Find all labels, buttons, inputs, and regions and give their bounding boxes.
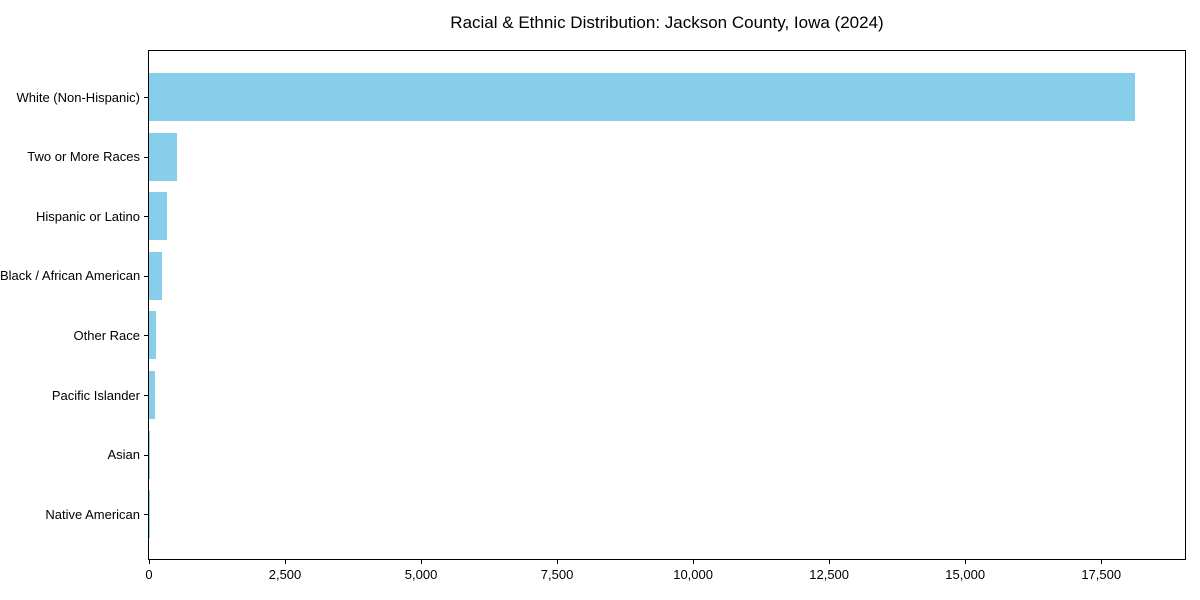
x-axis-tick — [149, 560, 150, 564]
bar — [149, 430, 151, 479]
x-axis-tick — [965, 560, 967, 564]
x-axis-tick — [557, 560, 559, 564]
x-tick-label: 5,000 — [404, 567, 438, 582]
y-tick-label: Two or More Races — [27, 149, 140, 165]
bar — [149, 73, 1136, 121]
bar — [149, 132, 178, 181]
x-tick-label: 17,500 — [1081, 567, 1122, 582]
x-axis-tick — [421, 560, 423, 564]
y-tick-label: Pacific Islander — [51, 387, 140, 403]
y-tick-label: Other Race — [73, 327, 140, 343]
y-tick-label: Native American — [45, 506, 140, 522]
bar — [149, 192, 168, 241]
x-tick-label: 7,500 — [540, 567, 574, 582]
x-tick-label: 0 — [145, 567, 153, 582]
y-tick-label: White (Non-Hispanic) — [16, 89, 140, 105]
chart-title: Racial & Ethnic Distribution: Jackson Co… — [450, 13, 884, 32]
y-axis-tick — [144, 156, 148, 158]
x-axis-tick — [829, 560, 831, 564]
plot-area — [148, 50, 1186, 560]
y-axis-tick — [144, 216, 148, 218]
y-axis-tick — [144, 514, 148, 516]
x-axis-tick — [285, 560, 287, 564]
x-tick-label: 10,000 — [673, 567, 713, 582]
y-axis-tick — [144, 335, 148, 337]
y-axis-tick — [144, 395, 148, 396]
bar — [149, 371, 155, 419]
y-tick-label: Hispanic or Latino — [35, 208, 140, 224]
x-tick-label: 15,000 — [945, 567, 986, 582]
bar — [149, 311, 157, 360]
y-axis-tick — [144, 454, 148, 456]
y-tick-label: Asian — [107, 447, 140, 463]
y-tick-label: Black / African American — [0, 268, 141, 284]
bar — [149, 251, 162, 300]
x-tick-label: 2,500 — [268, 567, 302, 582]
y-axis-tick — [144, 275, 148, 277]
x-axis-tick — [693, 560, 695, 564]
y-axis-tick — [144, 97, 148, 98]
x-axis-tick — [1101, 560, 1103, 564]
x-tick-label: 12,500 — [809, 567, 850, 582]
